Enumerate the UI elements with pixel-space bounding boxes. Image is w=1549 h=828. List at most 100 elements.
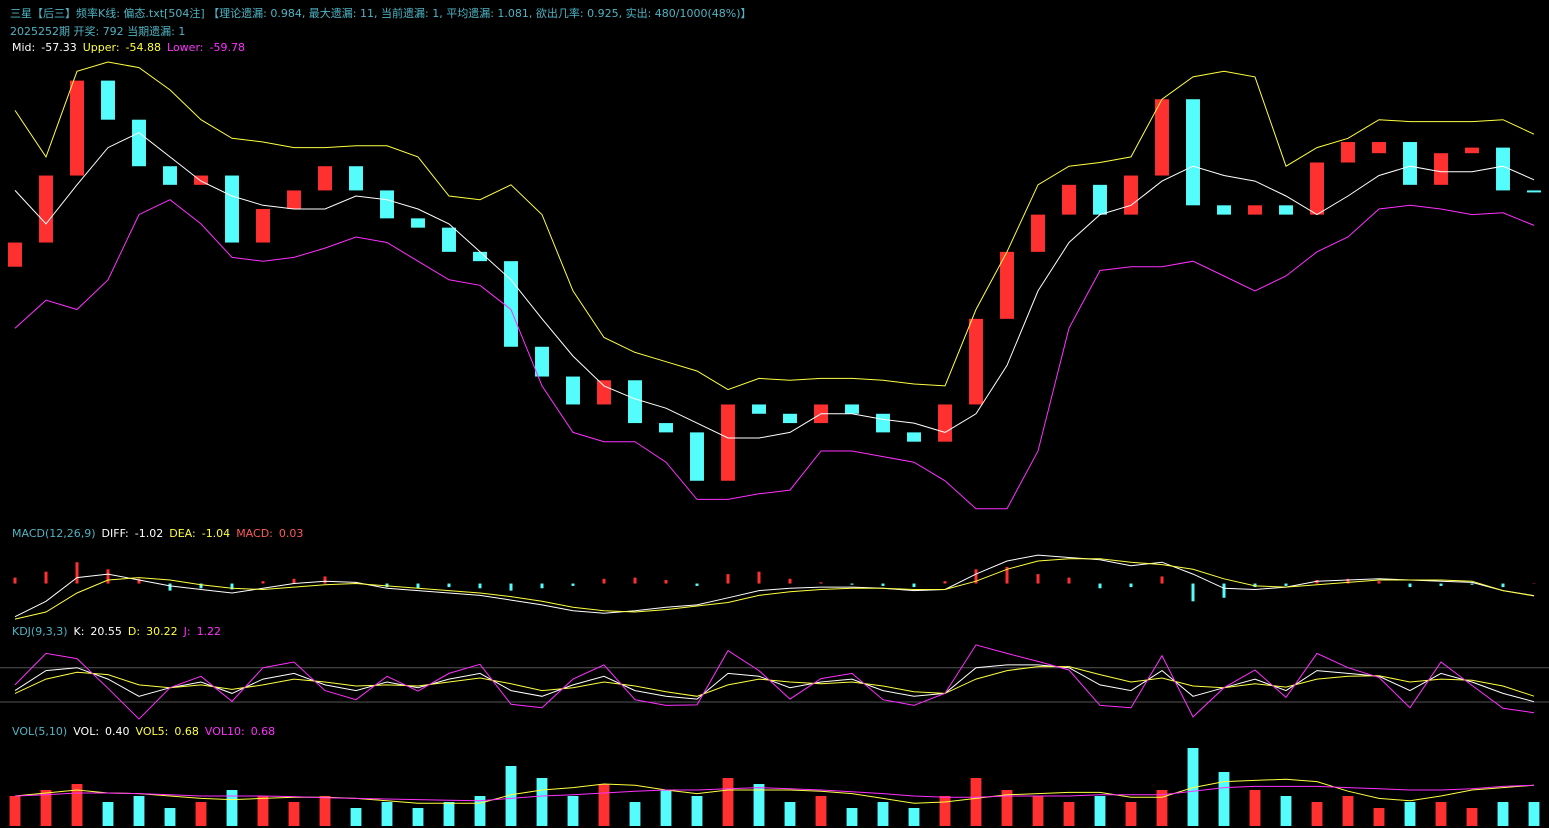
candle [1434,153,1448,185]
volume-bar [381,802,393,826]
candle [1217,205,1231,215]
volume-line [14,778,1535,804]
volume-bar [1528,802,1540,826]
candle [876,413,890,433]
candle [597,380,611,405]
readout: Lower: [167,41,203,54]
volume-bar [505,766,517,826]
volume-bar [722,778,734,826]
volume-bar [629,802,641,826]
volume-bar [1497,802,1509,826]
candle [1062,184,1076,215]
volume-bar [1125,802,1137,826]
volume-bar [970,778,982,826]
volume-bar [1063,802,1075,826]
candle [504,261,518,347]
readout: K: [74,625,85,638]
readout: 30.22 [146,625,178,638]
readout: VOL(5,10) [12,725,67,738]
volume-bar [567,796,579,826]
volume-bar [350,808,362,826]
candle [70,80,84,176]
candle [535,346,549,377]
readout: 0.68 [174,725,199,738]
volume-bar [1280,796,1292,826]
candle [1310,162,1324,215]
candle [1093,184,1107,215]
candle [1403,142,1417,185]
readout: MACD: [236,527,273,540]
volume-bar [71,784,83,826]
volume-bar [40,790,52,826]
volume-bar [195,802,207,826]
candle [256,209,270,243]
volume-bar [9,796,21,826]
volume-bar [536,778,548,826]
volume-bar [939,796,951,826]
candle [349,166,363,191]
candle [566,376,580,405]
volume-bar [257,796,269,826]
candle [1155,99,1169,176]
volume-bar [908,808,920,826]
macd-line [14,558,1535,620]
candle [8,242,22,267]
candle [1248,205,1262,215]
candle [752,404,766,414]
readout: -54.88 [126,41,161,54]
candle [194,175,208,185]
volume-bar [1466,808,1478,826]
volume-bar [753,784,765,826]
volume-bar [1404,802,1416,826]
kdj-line [14,644,1535,720]
readout: Upper: [83,41,120,54]
volume-bar [102,802,114,826]
candle [969,318,983,405]
candle [132,119,146,167]
readout: 1.22 [197,625,222,638]
header-line: 三星【后三】频率K线: 偏态.txt[504注] 【理论遗漏: 0.984, 最… [10,6,752,20]
volume-bar [1373,808,1385,826]
candle [1279,205,1293,215]
candle [628,380,642,424]
volume-bar [412,808,424,826]
candle [1527,190,1541,193]
readout: DEA: [169,527,195,540]
volume-bar [877,802,889,826]
readout: -1.04 [202,527,230,540]
volume-bar [1218,772,1230,826]
kdj-line [14,664,1535,703]
volume-bar [164,808,176,826]
candle [690,432,704,481]
readout: VOL5: [136,725,169,738]
candle [721,404,735,481]
macd-line [14,554,1535,618]
candle [907,432,921,442]
readout: 0.40 [105,725,130,738]
volume-bar [1249,790,1261,826]
candle [1000,251,1014,319]
candle [1124,175,1138,215]
readout: -1.02 [135,527,163,540]
volume-bar [1032,796,1044,826]
volume-bar [660,790,672,826]
candle [318,166,332,191]
readout: 20.55 [90,625,122,638]
volume-bar [691,796,703,826]
kdj-line [14,666,1535,697]
volume-bar [226,790,238,826]
readout: D: [128,625,140,638]
band-line [14,132,1535,439]
candle [442,227,456,252]
candle [1031,214,1045,252]
readout: VOL10: [205,725,245,738]
candle [845,404,859,414]
readout: MACD(12,26,9) [12,527,96,540]
candle [163,166,177,185]
candle [411,218,425,228]
header-line: 2025252期 开奖: 792 当期遗漏: 1 [10,24,185,38]
volume-bar [443,802,455,826]
candle [659,423,673,433]
